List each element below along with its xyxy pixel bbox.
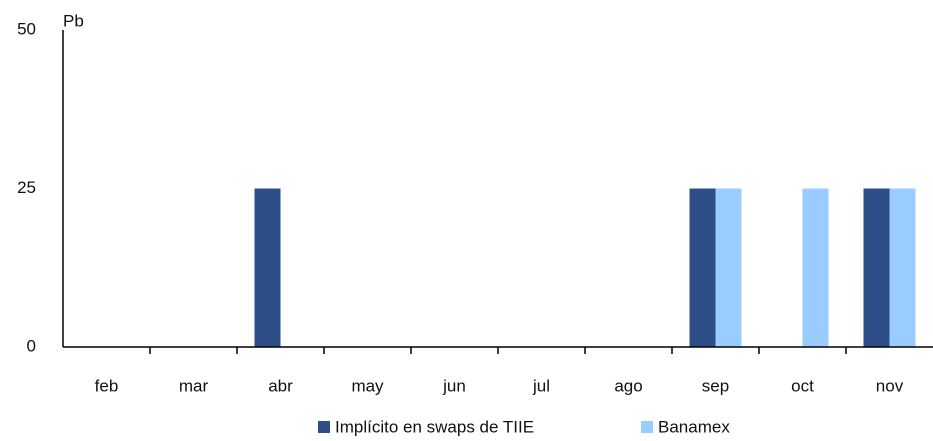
legend-swatch	[641, 421, 653, 433]
x-tick-label: abr	[268, 376, 293, 395]
x-tick-label: mar	[179, 376, 209, 395]
x-tick-label: feb	[95, 376, 119, 395]
x-tick-label: sep	[702, 376, 729, 395]
legend-swatch	[318, 421, 330, 433]
bar	[689, 188, 716, 347]
x-tick-label: nov	[876, 376, 904, 395]
y-axis-label: Pb	[63, 11, 84, 30]
bar	[889, 188, 916, 347]
legend-label: Banamex	[658, 417, 730, 436]
legend-label: Implícito en swaps de TIIE	[335, 417, 534, 436]
bar	[715, 188, 742, 347]
y-tick-label: 25	[17, 178, 36, 197]
x-tick-label: jul	[532, 376, 550, 395]
x-tick-label: oct	[791, 376, 814, 395]
y-tick-label: 50	[17, 19, 36, 38]
x-tick-label: may	[351, 376, 384, 395]
bar	[802, 188, 829, 347]
y-tick-label: 0	[27, 336, 36, 355]
bar	[254, 188, 281, 347]
x-tick-label: jun	[442, 376, 466, 395]
bar	[863, 188, 890, 347]
x-tick-label: ago	[614, 376, 642, 395]
